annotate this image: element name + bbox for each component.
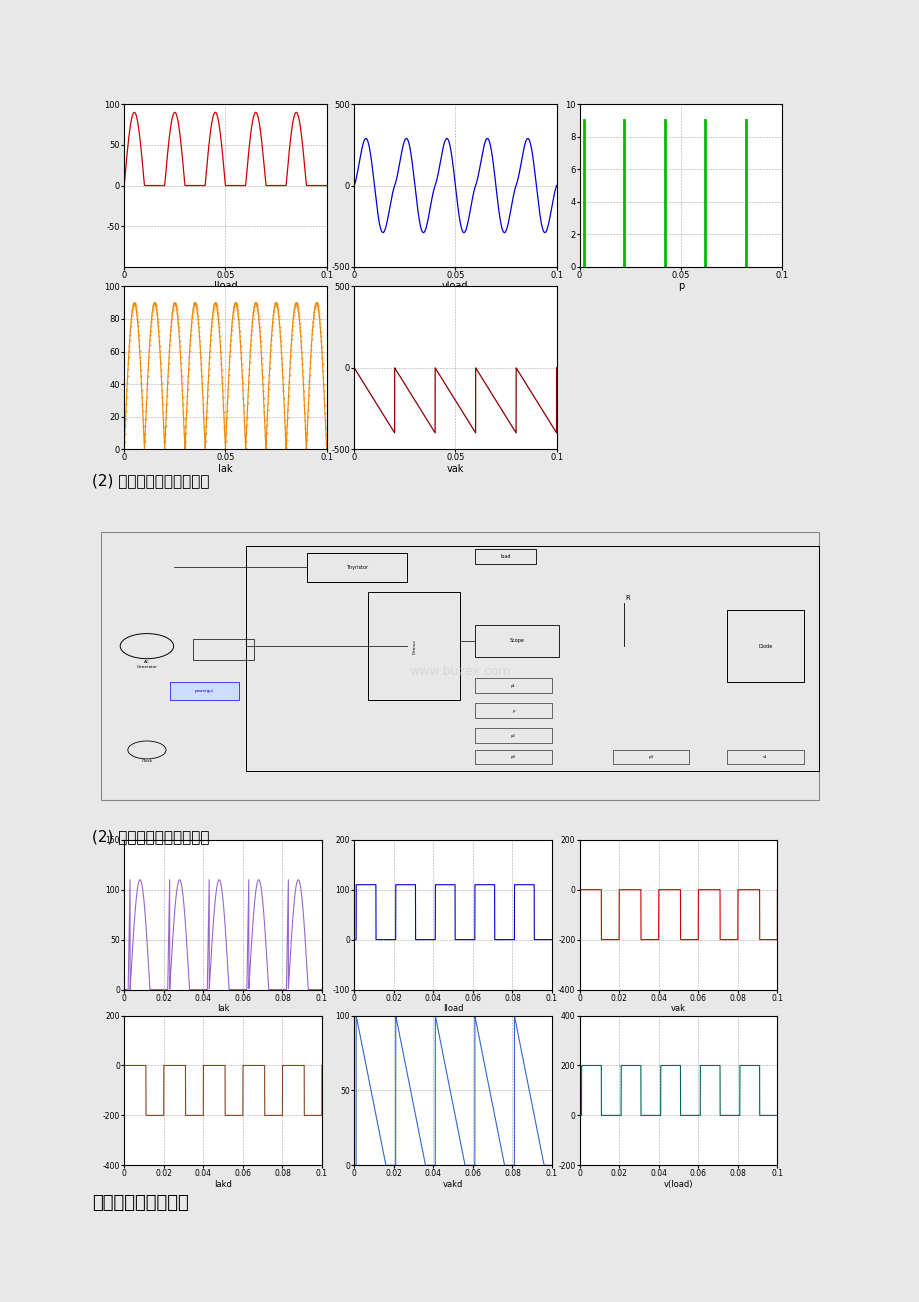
Text: p: p <box>512 708 514 712</box>
Bar <box>475 703 551 717</box>
Text: (2) 单相半波整流器效果图: (2) 单相半波整流器效果图 <box>92 829 210 844</box>
Bar <box>475 549 536 564</box>
Bar <box>475 625 559 656</box>
Text: p1: p1 <box>510 684 516 687</box>
Bar <box>368 592 460 700</box>
X-axis label: vload: vload <box>442 281 468 292</box>
Bar <box>726 611 803 682</box>
X-axis label: vak: vak <box>447 464 463 474</box>
Text: p4: p4 <box>648 755 652 759</box>
Text: (2) 单相半波整流器原理图: (2) 单相半波整流器原理图 <box>92 474 210 488</box>
Text: R: R <box>625 595 630 600</box>
Text: load: load <box>500 555 511 559</box>
Bar <box>475 750 551 764</box>
Text: Scope: Scope <box>509 638 524 643</box>
Bar <box>170 682 238 700</box>
X-axis label: Iload: Iload <box>213 281 237 292</box>
Bar <box>307 553 406 582</box>
X-axis label: Iakd: Iakd <box>214 1180 232 1189</box>
Text: 可关断晶闸管原理图: 可关断晶闸管原理图 <box>92 1194 188 1212</box>
Text: Clock: Clock <box>142 759 153 763</box>
X-axis label: v(load): v(load) <box>663 1180 693 1189</box>
X-axis label: vakd: vakd <box>442 1180 463 1189</box>
X-axis label: Iload: Iload <box>442 1004 463 1013</box>
Text: powergui: powergui <box>195 689 213 693</box>
Bar <box>475 729 551 742</box>
Text: v1: v1 <box>762 755 767 759</box>
X-axis label: Iak: Iak <box>218 464 233 474</box>
Text: Demux: Demux <box>412 639 415 654</box>
X-axis label: Iak: Iak <box>217 1004 229 1013</box>
Bar <box>726 750 803 764</box>
Bar <box>193 639 254 660</box>
Text: www.buzex.com: www.buzex.com <box>409 665 510 677</box>
Text: p2: p2 <box>510 733 516 738</box>
Text: Diode: Diode <box>757 643 772 648</box>
X-axis label: vak: vak <box>670 1004 686 1013</box>
Bar <box>475 678 551 693</box>
Text: p3: p3 <box>510 755 516 759</box>
Bar <box>246 546 818 771</box>
X-axis label: p: p <box>677 281 683 292</box>
Text: AC
Generator: AC Generator <box>136 660 157 669</box>
Text: Thyristor: Thyristor <box>346 565 368 570</box>
Bar <box>612 750 688 764</box>
